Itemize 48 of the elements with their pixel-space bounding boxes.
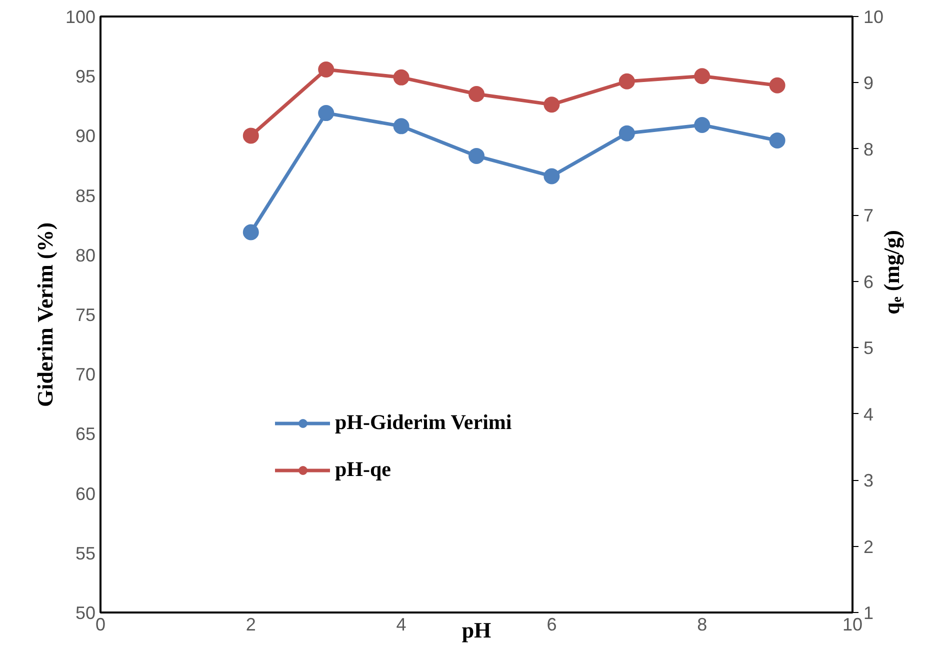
point: [318, 105, 334, 122]
point: [694, 116, 710, 133]
y-tick-label: 95: [75, 66, 96, 87]
y-tick-label: 55: [75, 543, 96, 564]
x-tick-label: 2: [246, 614, 256, 634]
x-tick-label: 0: [95, 614, 106, 634]
y-axis-title: Giderim Verim (%): [32, 222, 58, 407]
x-tick-label: 4: [396, 614, 406, 634]
y2-axis-title: qₑ (mg/g): [879, 230, 904, 314]
y-tick-label: 85: [75, 186, 96, 206]
point: [618, 125, 635, 142]
point: [468, 86, 484, 102]
point: [393, 118, 410, 134]
y2-tick-label: 10: [864, 7, 884, 27]
y-tick-label: 65: [75, 424, 96, 444]
y-tick-label: 50: [75, 603, 96, 623]
x-tick-label: 8: [697, 614, 708, 634]
point: [618, 73, 635, 90]
point: [468, 148, 484, 164]
y2-tick-label: 5: [864, 338, 874, 358]
y2-tick-label: 3: [864, 470, 874, 491]
point: [544, 168, 560, 184]
y-tick-label: 70: [75, 364, 96, 385]
point: [769, 77, 786, 94]
y-tick-label: 90: [75, 126, 96, 146]
x-axis-title: pH: [462, 618, 492, 642]
point: [318, 61, 334, 78]
y2-tick-label: 4: [864, 404, 874, 424]
point: [242, 128, 259, 144]
y-tick-label: 80: [75, 245, 96, 266]
point: [242, 224, 259, 240]
point: [769, 132, 786, 148]
legend-label: pH-Giderim Verimi: [335, 410, 512, 435]
y2-tick-label: 1: [864, 603, 874, 623]
y-tick-label: 100: [65, 7, 96, 27]
y2-tick-label: 8: [864, 139, 874, 160]
y2-tick-label: 7: [864, 206, 874, 226]
y2-tick-label: 9: [864, 73, 874, 94]
point: [694, 68, 710, 84]
y2-tick-label: 2: [864, 536, 874, 557]
x-tick-label: 6: [546, 614, 557, 634]
point: [393, 69, 410, 86]
legend-label: pH-qe: [335, 457, 392, 482]
y-tick-label: 75: [75, 305, 96, 325]
y2-tick-label: 6: [864, 272, 874, 292]
y-tick-label: 60: [75, 484, 96, 504]
point: [544, 96, 560, 113]
x-tick-label: 10: [842, 614, 863, 634]
